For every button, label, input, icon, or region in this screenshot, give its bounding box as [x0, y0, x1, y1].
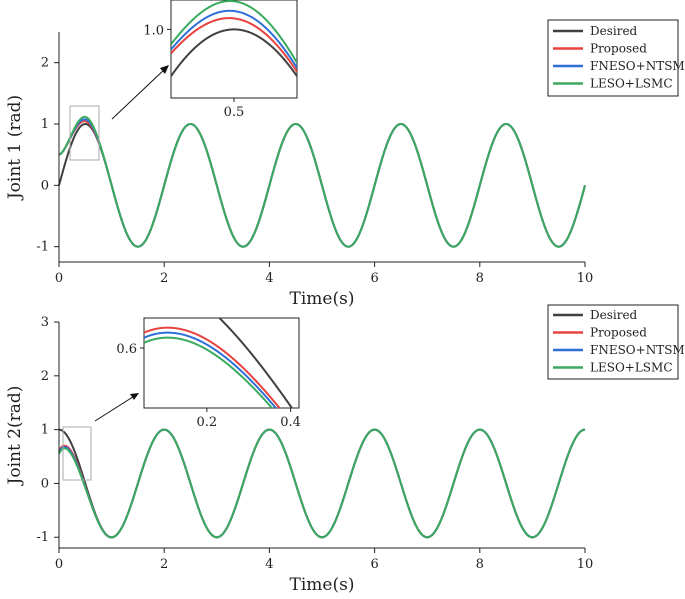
y-tick-label: -1	[36, 530, 49, 545]
y-tick-label: 2	[41, 369, 49, 384]
y-tick-label: -1	[36, 240, 49, 255]
y-tick-label: 0	[41, 476, 49, 491]
x-tick-label: 4	[265, 557, 273, 572]
joint2-plot-lines	[58, 428, 586, 539]
inset-line-leso-lsmc	[171, 0, 297, 64]
joint1-ylabel: Joint 1 (rad)	[5, 95, 25, 201]
joint2-inset-ticks: 0.2 0.4 0.6	[116, 342, 301, 430]
inset-line-leso-lsmc	[144, 336, 274, 408]
joint1-chart: 0 2 4 6 8 10 -1 0 1 2 Time(s) Joint 1 (rad) 0.5 1.…	[5, 0, 685, 309]
inset-line-desired	[171, 28, 297, 77]
x-tick-label: 8	[476, 557, 484, 572]
inset-x-tick-label: 0.5	[224, 105, 245, 120]
joint2-inset-lines	[144, 318, 294, 408]
joint1-inset-frame	[170, 0, 298, 99]
y-tick-label: 1	[41, 423, 49, 438]
inset-y-tick-label: 1.0	[143, 23, 164, 38]
legend-label: Desired	[590, 24, 638, 38]
legend-label: Proposed	[590, 326, 647, 340]
joint2-zoom-box	[62, 426, 92, 481]
x-tick-label: 0	[55, 557, 63, 572]
joint2-zoom-arrow	[94, 394, 137, 422]
joint1-inset-lines	[171, 0, 297, 77]
x-tick-label: 10	[577, 271, 594, 286]
inset-line-desired	[218, 318, 294, 408]
inset-line-fneso-ntsmc	[144, 331, 278, 408]
inset-line-proposed	[171, 17, 297, 73]
legend-label: Desired	[590, 308, 638, 322]
joint2-ylabel: Joint 2(rad)	[5, 386, 25, 487]
joint1-legend: Desired Proposed FNESO+NTSMC LESO+LSMC	[547, 19, 685, 97]
legend-label: FNESO+NTSMC	[590, 343, 685, 357]
x-tick-label: 0	[55, 271, 63, 286]
x-tick-label: 2	[160, 557, 168, 572]
x-tick-label: 2	[160, 271, 168, 286]
inset-line-proposed	[144, 326, 281, 408]
y-tick-label: 3	[41, 315, 49, 330]
joint1-zoom-arrowhead	[160, 65, 169, 74]
joint1-zoom-arrow	[111, 67, 167, 120]
joint1-inset: 0.5 1.0	[143, 0, 298, 120]
x-tick-label: 10	[577, 557, 594, 572]
x-tick-label: 4	[265, 271, 273, 286]
joint2-zoom-arrowhead	[130, 393, 139, 400]
joint2-inset-frame	[143, 317, 300, 409]
joint1-ticks: 0 2 4 6 8 10 -1 0 1 2	[36, 56, 593, 286]
inset-x-tick-label: 0.4	[280, 415, 301, 430]
joint1-plot-lines	[58, 115, 586, 248]
inset-x-tick-label: 0.2	[196, 415, 217, 430]
inset-line-fneso-ntsmc	[171, 9, 297, 69]
legend-label: Proposed	[590, 42, 647, 56]
joint2-legend: Desired Proposed FNESO+NTSMC LESO+LSMC	[547, 304, 685, 380]
x-tick-label: 6	[370, 557, 378, 572]
x-tick-label: 8	[476, 271, 484, 286]
legend-label: LESO+LSMC	[590, 77, 673, 91]
joint2-xlabel: Time(s)	[290, 575, 355, 595]
joint2-inset: 0.2 0.4 0.6	[116, 317, 301, 430]
legend-label: LESO+LSMC	[590, 361, 673, 375]
joint1-inset-ticks: 0.5 1.0	[143, 23, 244, 120]
x-tick-label: 6	[370, 271, 378, 286]
series-line-leso-lsmc	[58, 428, 586, 539]
inset-y-tick-label: 0.6	[116, 342, 137, 357]
series-line-leso-lsmc	[58, 115, 586, 248]
y-tick-label: 2	[41, 56, 49, 71]
joint1-zoom-box	[69, 105, 100, 161]
legend-label: FNESO+NTSMC	[590, 59, 685, 73]
y-tick-label: 1	[41, 117, 49, 132]
joint1-xlabel: Time(s)	[290, 289, 355, 309]
joint2-ticks: 0 2 4 6 8 10 -1 0 1 2 3	[36, 315, 593, 572]
y-tick-label: 0	[41, 178, 49, 193]
